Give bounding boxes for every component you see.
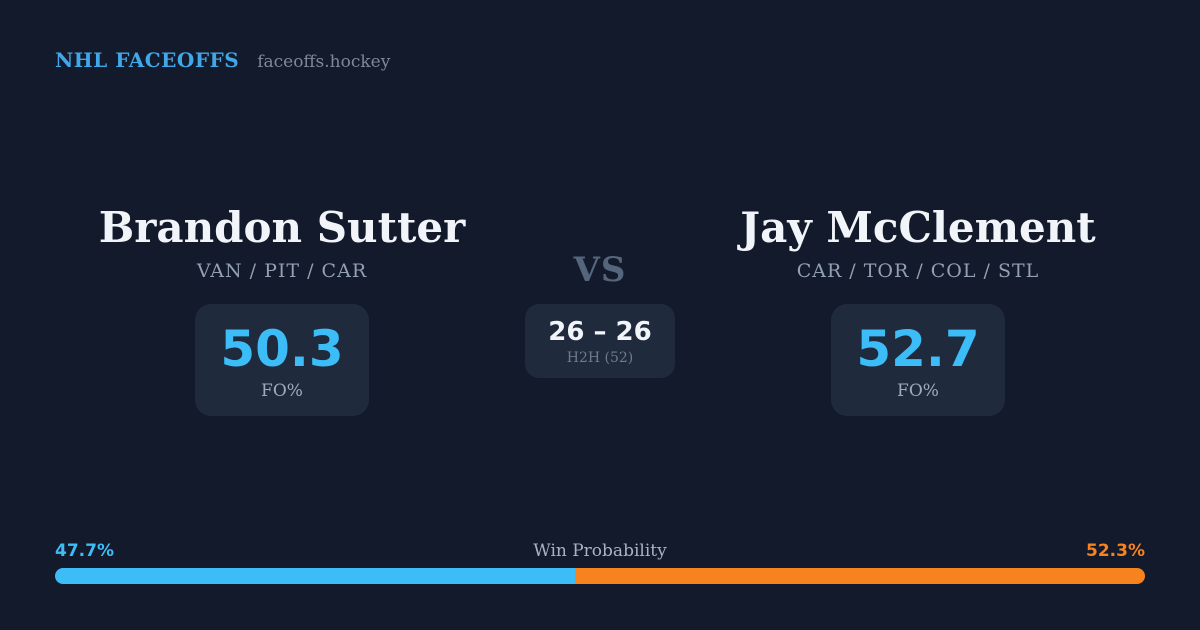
winprob-labels-row: 47.7% Win Probability 52.3% xyxy=(55,541,1145,561)
winprob-bar xyxy=(55,568,1145,584)
player-right-fo-label: FO% xyxy=(897,380,939,401)
winprob-bar-right xyxy=(574,568,1145,584)
h2h-card: 26 – 26 H2H (52) xyxy=(525,304,675,378)
header: NHL FACEOFFS faceoffs.hockey xyxy=(55,48,390,72)
player-right-fo-value: 52.7 xyxy=(856,319,980,378)
h2h-score: 26 – 26 xyxy=(548,317,652,347)
winprob-title: Win Probability xyxy=(533,541,667,561)
center-column: VS 26 – 26 H2H (52) xyxy=(480,250,720,378)
player-right-name: Jay McClement xyxy=(740,203,1096,252)
player-right-teams: CAR / TOR / COL / STL xyxy=(796,260,1040,283)
player-right-column: Jay McClement CAR / TOR / COL / STL 52.7… xyxy=(708,203,1128,417)
player-left-name: Brandon Sutter xyxy=(98,203,466,252)
player-right-fo-card: 52.7 FO% xyxy=(831,304,1005,417)
winprob-right-percent: 52.3% xyxy=(1086,541,1145,561)
winprob-left-percent: 47.7% xyxy=(55,541,114,561)
site-url: faceoffs.hockey xyxy=(257,52,391,72)
player-left-fo-label: FO% xyxy=(261,380,303,401)
h2h-label: H2H (52) xyxy=(566,350,634,366)
brand-logo-text: NHL FACEOFFS xyxy=(55,48,240,72)
winprob-bar-left xyxy=(55,568,575,584)
player-left-teams: VAN / PIT / CAR xyxy=(196,260,368,283)
vs-label: VS xyxy=(573,250,627,290)
player-left-column: Brandon Sutter VAN / PIT / CAR 50.3 FO% xyxy=(72,203,492,417)
player-left-fo-value: 50.3 xyxy=(220,319,344,378)
player-left-fo-card: 50.3 FO% xyxy=(195,304,369,417)
